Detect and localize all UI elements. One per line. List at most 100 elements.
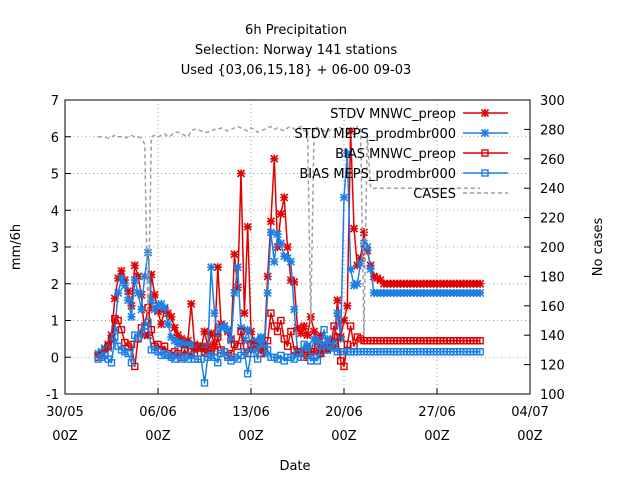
data-point-stdv-mnwc-preop [243,222,252,231]
data-point-bias-mnwc-preop [273,327,282,336]
x-tick-label: 04/07 [511,405,548,420]
data-point-stdv-meps-prodmbr000 [114,288,123,298]
data-point-bias-meps-prodmbr000 [137,329,146,338]
data-point-stdv-mnwc-preop [130,261,139,270]
data-point-bias-mnwc-preop [114,316,122,325]
data-point-stdv-meps-prodmbr000 [276,239,285,248]
x-tick-label-time: 00Z [424,429,450,444]
x-tick-label: 27/06 [418,405,455,420]
data-point-bias-meps-prodmbr000 [263,346,272,354]
legend-entry-cases: CASES [413,187,508,202]
data-point-stdv-meps-prodmbr000 [110,325,119,334]
data-point-stdv-meps-prodmbr000 [273,230,282,239]
data-point-stdv-mnwc-preop [110,294,119,303]
data-point-stdv-mnwc-preop [147,270,156,279]
data-point-bias-mnwc-preop [104,342,112,350]
data-point-stdv-meps-prodmbr000 [160,303,169,312]
data-point-stdv-mnwc-preop [207,329,216,338]
data-point-stdv-mnwc-preop [346,127,355,136]
data-point-stdv-mnwc-preop [127,301,136,310]
y2-tick-label: 200 [540,241,565,256]
data-point-stdv-meps-prodmbr000 [223,325,232,334]
legend-marker [481,169,489,177]
data-point-stdv-meps-prodmbr000 [286,257,295,266]
legend-entry-stdv-meps-prodmbr000: STDV MEPS_prodmbr000 [294,127,508,142]
legend-entry-stdv-mnwc-preop: STDV MNWC_preop [330,107,508,122]
data-point-stdv-mnwc-preop [117,266,126,275]
data-point-stdv-meps-prodmbr000 [147,296,156,305]
legend-marker [481,149,489,157]
data-point-bias-mnwc-preop [214,333,222,341]
y2-tick-label: 280 [540,123,565,138]
data-point-bias-mnwc-preop [267,309,275,317]
data-point-bias-meps-prodmbr000 [127,359,136,367]
data-point-stdv-meps-prodmbr000 [213,331,222,340]
x-tick-label-time: 00Z [145,429,171,444]
data-point-bias-mnwc-preop [330,322,338,330]
data-point-stdv-mnwc-preop [359,228,368,237]
data-point-stdv-mnwc-preop [143,331,153,340]
y-tick-label: 2 [51,278,59,293]
data-point-stdv-meps-prodmbr000 [310,334,319,343]
x-tick-label: 13/06 [232,405,269,420]
data-point-bias-mnwc-preop [234,342,242,350]
y2-tick-label: 160 [540,300,565,315]
data-point-stdv-mnwc-preop [246,327,256,336]
y2-tick-label: 260 [540,153,565,168]
data-point-stdv-meps-prodmbr000 [124,296,133,305]
data-point-stdv-meps-prodmbr000 [163,320,173,329]
data-point-bias-meps-prodmbr000 [297,353,305,361]
y2-tick-label: 120 [540,359,565,374]
data-point-stdv-mnwc-preop [266,217,275,226]
data-point-stdv-mnwc-preop [286,276,295,285]
data-point-stdv-meps-prodmbr000 [143,248,153,257]
data-point-bias-mnwc-preop [333,333,342,341]
data-point-stdv-meps-prodmbr000 [137,305,146,314]
data-point-bias-mnwc-preop [117,325,126,334]
data-point-stdv-mnwc-preop [316,331,325,340]
data-point-bias-meps-prodmbr000 [243,370,252,378]
data-point-stdv-meps-prodmbr000 [353,279,362,288]
data-point-bias-mnwc-preop [160,342,169,350]
legend-marker [480,128,490,138]
data-point-bias-meps-prodmbr000 [214,359,222,367]
data-point-stdv-mnwc-preop [353,261,362,270]
data-point-stdv-meps-prodmbr000 [339,193,349,202]
data-point-stdv-meps-prodmbr000 [233,263,242,272]
data-point-stdv-meps-prodmbr000 [153,301,163,310]
data-point-stdv-meps-prodmbr000 [120,281,129,290]
data-point-stdv-meps-prodmbr000 [346,264,355,274]
legend-entry-bias-meps-prodmbr000: BIAS MEPS_prodmbr000 [299,167,508,182]
y2-tick-label: 100 [540,388,565,403]
series-layer [94,125,485,387]
y2-axis-label: No cases [591,218,606,277]
data-point-bias-meps-prodmbr000 [253,355,262,363]
data-point-stdv-meps-prodmbr000 [140,272,149,281]
legend-label: STDV MNWC_preop [330,107,456,122]
data-point-stdv-mnwc-preop [233,283,242,292]
data-point-stdv-mnwc-preop [157,320,166,329]
data-point-stdv-meps-prodmbr000 [313,336,322,345]
data-point-stdv-mnwc-preop [333,296,342,305]
data-point-stdv-mnwc-preop [310,327,319,336]
data-point-stdv-mnwc-preop [167,312,176,321]
data-point-stdv-mnwc-preop [263,272,272,281]
data-point-stdv-meps-prodmbr000 [290,305,299,314]
y-tick-label: -1 [46,388,59,403]
x-tick-label: 30/05 [46,405,83,420]
data-point-bias-mnwc-preop [277,316,285,325]
data-point-stdv-mnwc-preop [293,323,302,332]
data-point-stdv-mnwc-preop [369,272,378,281]
y-tick-label: 1 [51,315,59,330]
data-point-stdv-meps-prodmbr000 [356,259,365,268]
data-point-stdv-mnwc-preop [137,290,146,299]
data-point-stdv-mnwc-preop [280,193,289,202]
y2-tick-label: 240 [540,182,565,197]
data-point-stdv-meps-prodmbr000 [366,264,375,274]
chart-title-line-2: Selection: Norway 141 stations [195,43,398,58]
data-point-stdv-meps-prodmbr000 [217,323,226,332]
x-tick-label: 06/06 [139,405,176,420]
data-point-stdv-mnwc-preop [230,250,239,259]
data-point-stdv-mnwc-preop [170,323,179,332]
